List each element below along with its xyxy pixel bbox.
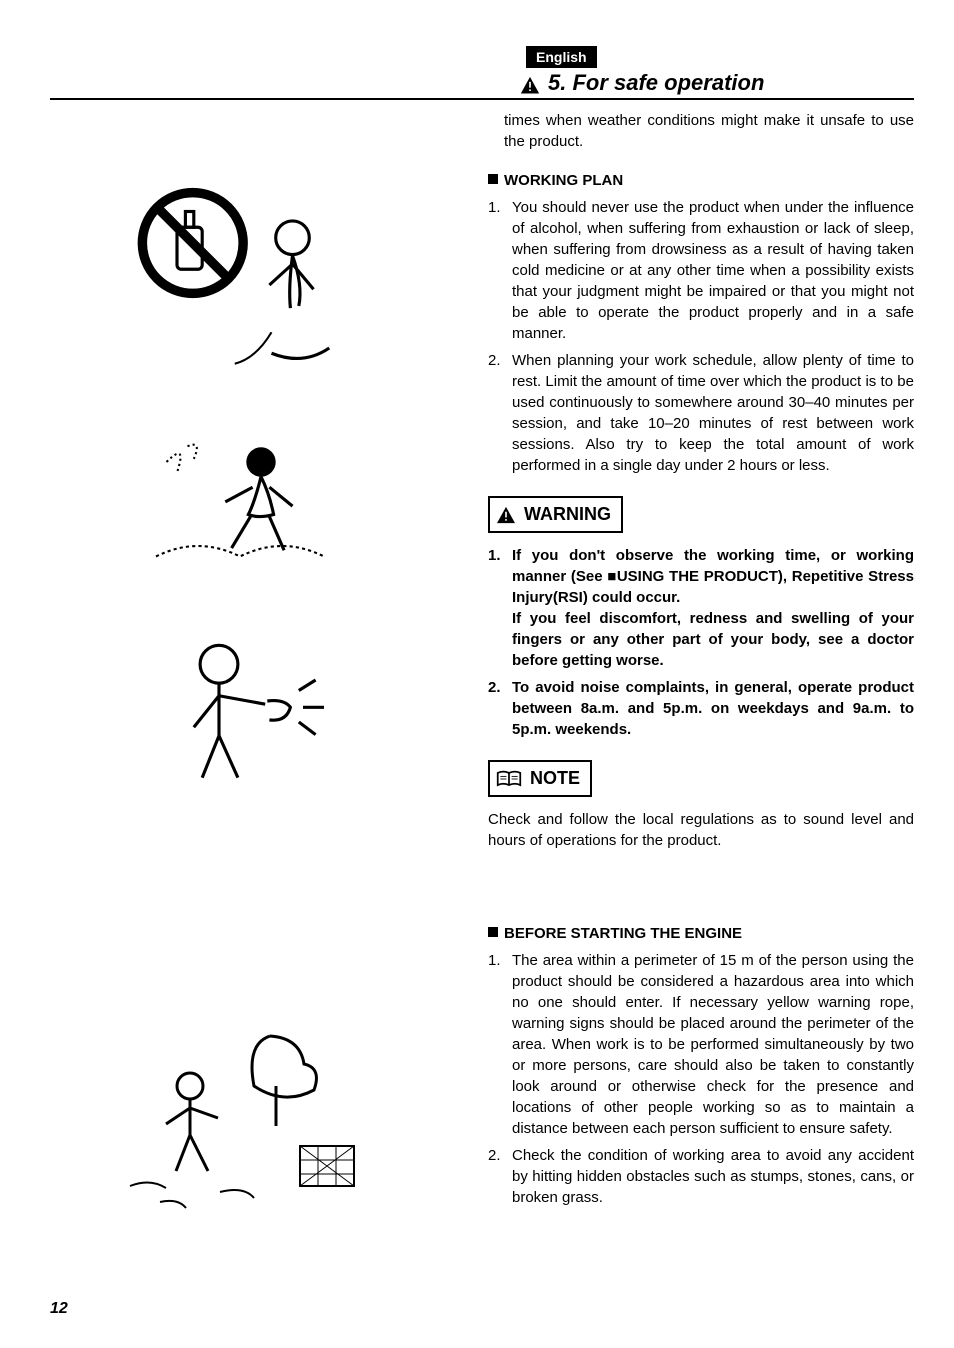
item-number: 2. (488, 677, 506, 740)
item-number: 2. (488, 350, 506, 476)
intro-continuation: times when weather conditions might make… (460, 110, 914, 152)
item-text: You should never use the product when un… (512, 197, 914, 344)
heading-before-start: BEFORE STARTING THE ENGINE (460, 923, 914, 944)
item-text: If you don't observe the working time, o… (512, 545, 914, 671)
page-number: 12 (50, 1300, 68, 1318)
heading-before-start-text: BEFORE STARTING THE ENGINE (504, 925, 742, 942)
illustration-rest (135, 420, 345, 578)
list-item: 1. The area within a perimeter of 15 m o… (488, 950, 914, 1139)
warning-callout: WARNING (488, 496, 623, 533)
list-item: 2. To avoid noise complaints, in general… (488, 677, 914, 740)
before-start-list: 1. The area within a perimeter of 15 m o… (460, 950, 914, 1208)
list-item: 2. When planning your work schedule, all… (488, 350, 914, 476)
list-item: 1. You should never use the product when… (488, 197, 914, 344)
columns: times when weather conditions might make… (50, 110, 914, 1216)
list-item: 2. Check the condition of working area t… (488, 1145, 914, 1208)
illustration-column (50, 110, 430, 1216)
heading-working-plan: WORKING PLAN (460, 170, 914, 191)
warning-label: WARNING (524, 502, 611, 527)
item-text: The area within a perimeter of 15 m of t… (512, 950, 914, 1139)
warning-triangle-icon (496, 506, 516, 524)
header-rule: English 5. For safe operation (50, 40, 914, 100)
warning-list: 1. If you don't observe the working time… (460, 545, 914, 740)
heading-working-plan-text: WORKING PLAN (504, 172, 623, 189)
working-plan-list: 1. You should never use the product when… (460, 197, 914, 476)
item-text: To avoid noise complaints, in general, o… (512, 677, 914, 740)
square-bullet-icon (488, 174, 498, 184)
illustration-hand-shake (135, 617, 345, 796)
section-title: 5. For safe operation (520, 70, 954, 98)
header-content: English 5. For safe operation (520, 46, 954, 98)
item-text: Check the condition of working area to a… (512, 1145, 914, 1208)
item-text: When planning your work schedule, allow … (512, 350, 914, 476)
item-number: 2. (488, 1145, 506, 1208)
list-item: 1. If you don't observe the working time… (488, 545, 914, 671)
illustration-perimeter (100, 1016, 380, 1216)
warning-triangle-icon (520, 74, 540, 92)
item-number: 1. (488, 197, 506, 344)
language-badge: English (526, 46, 597, 68)
item-number: 1. (488, 950, 506, 1139)
item-number: 1. (488, 545, 506, 671)
note-text: Check and follow the local regulations a… (460, 809, 914, 851)
note-label: NOTE (530, 766, 580, 791)
illustration-no-drink (135, 180, 345, 380)
spacer (460, 865, 914, 905)
section-title-text: 5. For safe operation (548, 70, 764, 96)
square-bullet-icon (488, 927, 498, 937)
text-column: times when weather conditions might make… (460, 110, 914, 1216)
book-icon (496, 770, 522, 788)
page: English 5. For safe operation (0, 0, 954, 1348)
note-callout: NOTE (488, 760, 592, 797)
